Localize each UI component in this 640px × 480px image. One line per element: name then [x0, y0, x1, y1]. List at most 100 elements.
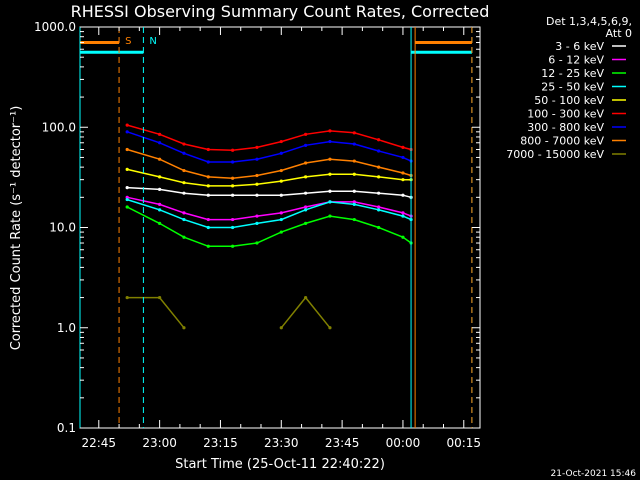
data-point: [158, 295, 162, 300]
vertical-lines: [79, 27, 473, 428]
data-point: [377, 225, 381, 230]
data-point: [255, 214, 259, 218]
data-point: [158, 221, 162, 225]
data-point: [352, 142, 356, 146]
x-tick-label: 00:00: [386, 436, 421, 450]
data-point: [206, 225, 210, 230]
data-point: [255, 157, 259, 161]
data-point: [158, 157, 162, 161]
data-point: [304, 191, 308, 195]
y-axis-label: Corrected Count Rate (s⁻¹ detector⁻¹): [9, 106, 24, 351]
data-point: [377, 149, 381, 153]
data-point: [158, 187, 162, 191]
data-point: [377, 138, 381, 142]
y-tick-label: 0.1: [57, 421, 76, 435]
data-point: [158, 208, 162, 212]
data-point: [279, 151, 283, 155]
data-point: [255, 145, 259, 149]
y-axis: 0.1 1.0 10.0 100.0 1000.0: [34, 20, 480, 435]
data-point: [377, 208, 381, 212]
data-point: [255, 182, 259, 186]
data-point: [304, 143, 308, 147]
legend-header: Att 0: [606, 27, 632, 40]
data-point: [352, 200, 356, 204]
data-point: [279, 193, 283, 197]
data-point: [401, 145, 405, 149]
data-point: [304, 295, 308, 300]
data-point: [231, 160, 235, 164]
data-point: [182, 168, 186, 173]
x-tick-label: 23:00: [142, 436, 177, 450]
data-point: [206, 175, 210, 179]
data-point: [328, 172, 332, 176]
data-point: [125, 147, 129, 152]
data-point: [125, 205, 129, 209]
data-point: [352, 189, 356, 193]
data-point: [158, 202, 162, 206]
data-point: [125, 197, 129, 202]
y-tick-label: 100.0: [42, 120, 76, 134]
data-point: [125, 295, 129, 300]
data-point: [206, 193, 210, 197]
data-point: [279, 168, 283, 173]
data-point: [304, 221, 308, 225]
data-point: [401, 171, 405, 175]
data-point: [182, 181, 186, 185]
legend-entry-label: 3 - 6 keV: [555, 40, 604, 53]
legend-header: Det 1,3,4,5,6,9,: [546, 15, 632, 28]
data-point: [401, 155, 405, 160]
data-point: [158, 132, 162, 136]
data-point: [279, 217, 283, 222]
data-point: [125, 186, 129, 190]
x-tick-label: 23:15: [203, 436, 238, 450]
data-point: [352, 172, 356, 176]
data-point: [401, 214, 405, 218]
legend-entry-label: 300 - 800 keV: [527, 121, 604, 134]
data-point: [231, 193, 235, 197]
x-tick-label: 23:45: [325, 436, 360, 450]
data-point: [231, 148, 235, 152]
data-point: [158, 141, 162, 145]
data-point: [328, 214, 332, 218]
x-tick-label: 23:30: [264, 436, 299, 450]
data-point: [125, 130, 129, 134]
data-point: [182, 235, 186, 239]
data-point: [328, 139, 332, 144]
data-point: [182, 151, 186, 155]
data-point: [206, 160, 210, 164]
data-point: [231, 217, 235, 222]
data-point: [206, 184, 210, 188]
data-point: [182, 217, 186, 222]
data-point: [231, 184, 235, 188]
y-tick-label: 1000.0: [34, 20, 76, 34]
data-point: [206, 147, 210, 152]
data-point: [279, 179, 283, 183]
data-point: [125, 195, 129, 199]
data-point: [231, 244, 235, 248]
data-point: [377, 191, 381, 195]
data-point: [182, 142, 186, 146]
data-point: [231, 176, 235, 180]
data-point: [377, 205, 381, 209]
data-point: [401, 193, 405, 197]
marker-label: N: [149, 36, 156, 47]
data-point: [352, 202, 356, 206]
data-point: [401, 235, 405, 239]
data-point: [401, 211, 405, 215]
data-point: [352, 131, 356, 135]
x-axis-label: Start Time (25-Oct-11 22:40:22): [175, 457, 385, 472]
legend-entry-label: 25 - 50 keV: [541, 81, 604, 94]
legend-entry-label: 100 - 300 keV: [527, 108, 604, 121]
x-axis: 22:45 23:00 23:15 23:30 23:45 00:00 00:15: [81, 27, 481, 450]
data-point: [158, 175, 162, 179]
data-point: [304, 205, 308, 209]
data-point: [279, 230, 283, 234]
data-point: [401, 178, 405, 182]
data-point: [255, 241, 259, 245]
legend-entry-label: 12 - 25 keV: [541, 67, 604, 80]
data-point: [352, 159, 356, 163]
